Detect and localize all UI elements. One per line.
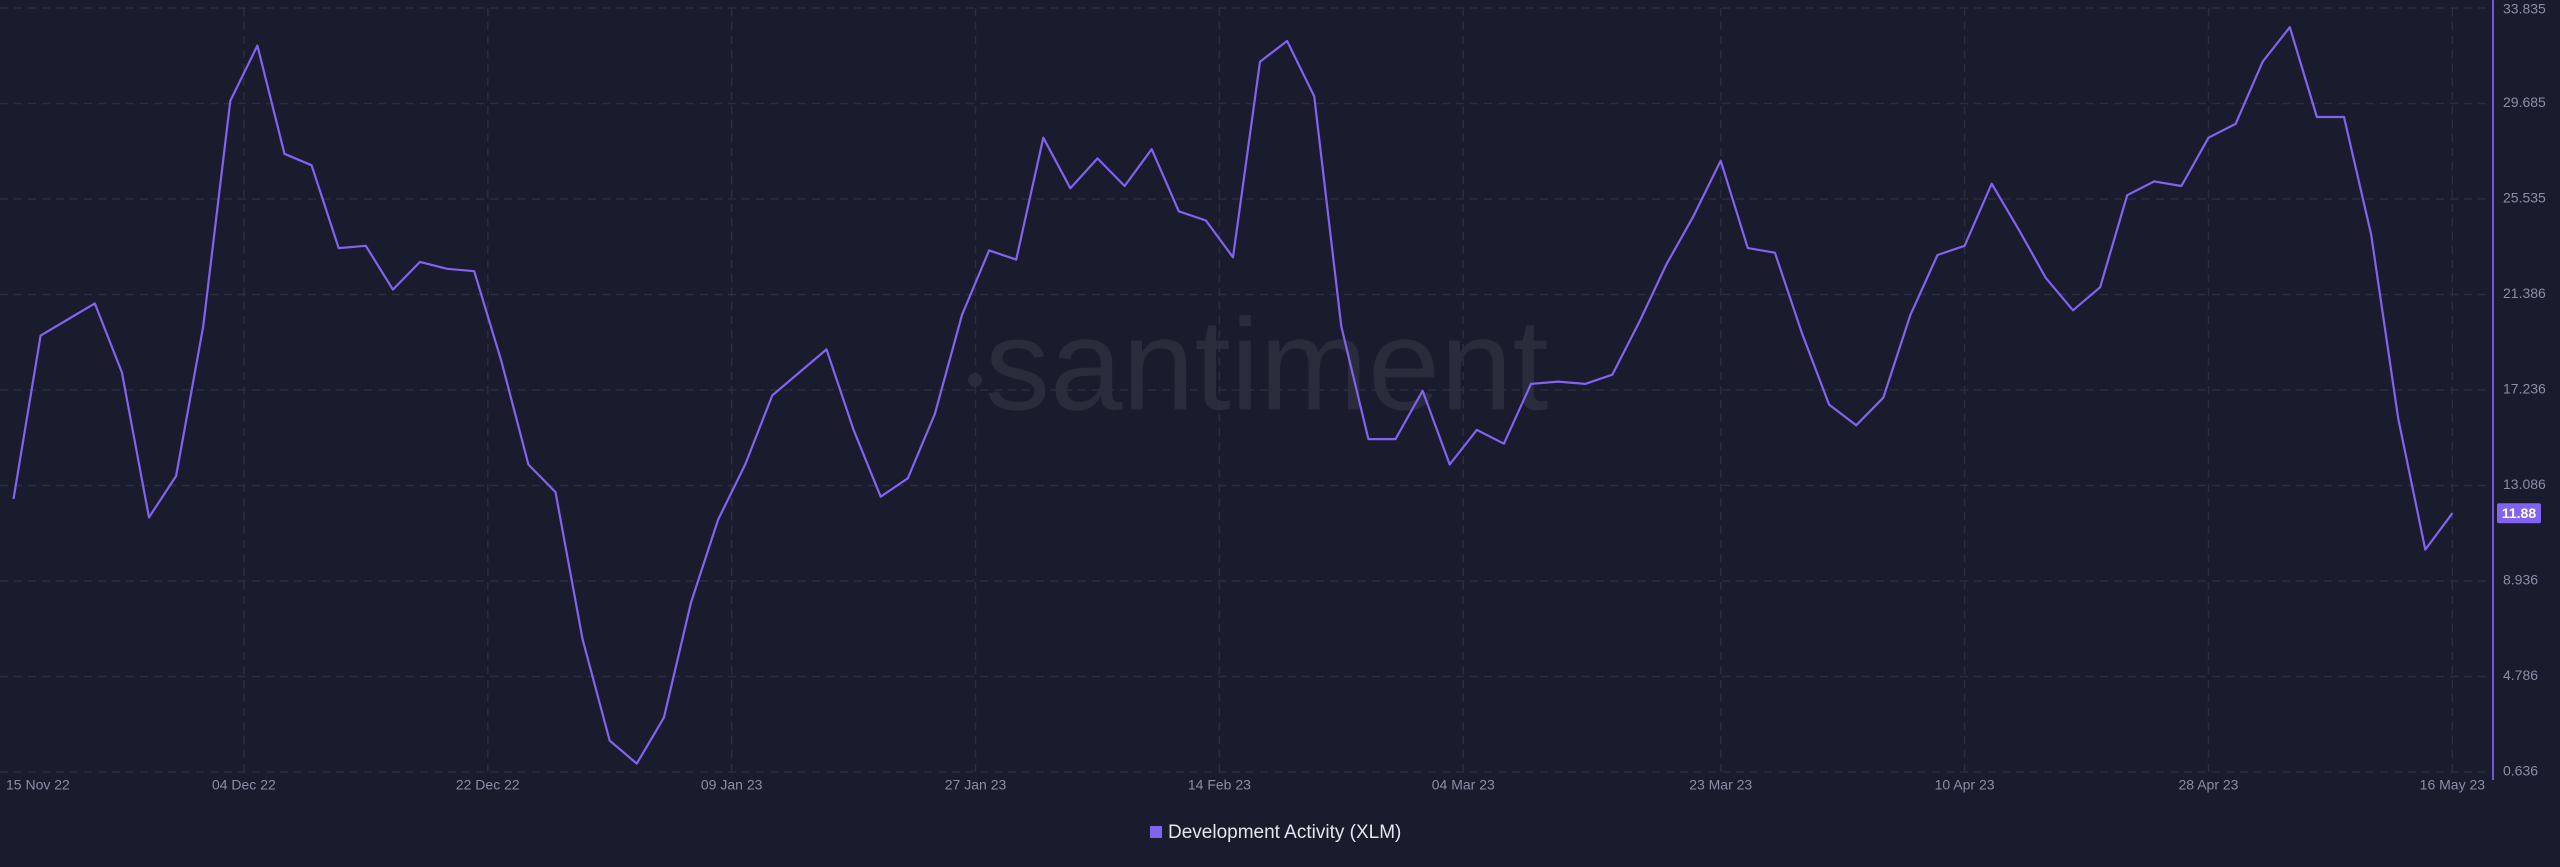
y-tick-label: 17.236 (2503, 381, 2546, 397)
watermark-text: santiment (985, 291, 1549, 437)
x-tick-label: 27 Jan 23 (945, 777, 1007, 793)
x-tick-label: 22 Dec 22 (456, 777, 520, 793)
x-tick-label: 15 Nov 22 (6, 777, 70, 793)
legend: Development Activity (XLM) (1150, 822, 1401, 843)
x-tick-label: 09 Jan 23 (701, 777, 763, 793)
y-tick-label: 13.086 (2503, 476, 2546, 492)
y-tick-label: 8.936 (2503, 572, 2538, 588)
x-tick-label: 10 Apr 23 (1935, 777, 1995, 793)
last-value-badge (2497, 503, 2541, 524)
y-tick-label: 0.636 (2503, 763, 2538, 779)
legend-label: Development Activity (XLM) (1168, 822, 1401, 843)
y-tick-label: 21.386 (2503, 285, 2546, 301)
x-tick-label: 04 Dec 22 (212, 777, 276, 793)
x-tick-label: 14 Feb 23 (1188, 777, 1251, 793)
last-value-label: 11.88 (2502, 505, 2536, 521)
watermark: santiment (968, 291, 1549, 437)
y-tick-label: 4.786 (2503, 667, 2538, 683)
data-line (12, 26, 2454, 765)
x-tick-label: 28 Apr 23 (2179, 777, 2239, 793)
x-tick-label: 16 May 23 (2420, 777, 2486, 793)
legend-swatch (1150, 826, 1162, 838)
y-tick-label: 29.685 (2503, 94, 2546, 110)
x-tick-label: 04 Mar 23 (1432, 777, 1495, 793)
x-tick-label: 23 Mar 23 (1689, 777, 1752, 793)
y-tick-label: 33.835 (2503, 1, 2546, 17)
y-tick-label: 25.535 (2503, 190, 2546, 206)
